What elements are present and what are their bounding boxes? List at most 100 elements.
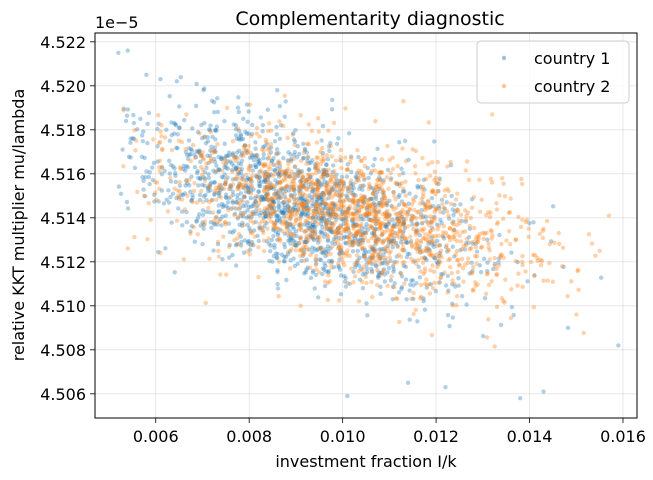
- data-point: [366, 238, 371, 244]
- data-point: [461, 279, 466, 284]
- data-point: [269, 202, 275, 207]
- data-point: [394, 181, 400, 186]
- data-point: [313, 203, 318, 209]
- data-point: [347, 205, 352, 211]
- data-point: [305, 208, 310, 214]
- data-point: [257, 207, 262, 213]
- data-point: [593, 253, 598, 258]
- data-point: [435, 264, 440, 270]
- data-point: [453, 284, 458, 289]
- data-point: [447, 323, 452, 329]
- data-point: [269, 159, 275, 164]
- data-point: [260, 123, 266, 128]
- data-point: [388, 249, 393, 254]
- data-point: [318, 210, 323, 215]
- data-point: [402, 260, 407, 265]
- data-point: [291, 207, 296, 213]
- data-point: [322, 218, 328, 223]
- data-point: [276, 194, 282, 200]
- y-tick-label: 4.516: [40, 165, 86, 184]
- data-point: [449, 282, 455, 287]
- y-tick-label: 4.514: [40, 209, 86, 228]
- data-point: [429, 240, 434, 245]
- data-point: [210, 148, 216, 153]
- data-point: [294, 233, 299, 239]
- data-point: [231, 205, 236, 211]
- data-point: [126, 154, 132, 159]
- data-point: [157, 186, 162, 192]
- data-point: [371, 228, 377, 234]
- data-point: [249, 185, 254, 190]
- data-point: [380, 212, 385, 217]
- data-point: [230, 177, 236, 182]
- data-point: [310, 222, 315, 228]
- data-point: [267, 155, 272, 161]
- data-point: [456, 283, 461, 288]
- data-point: [274, 132, 279, 137]
- data-point: [281, 258, 287, 264]
- data-point: [306, 205, 311, 211]
- data-point: [372, 209, 378, 215]
- data-point: [328, 251, 333, 257]
- data-point: [354, 262, 359, 268]
- data-point: [212, 150, 218, 155]
- data-point: [246, 190, 251, 195]
- data-point: [224, 177, 229, 182]
- data-point: [323, 197, 328, 202]
- data-point: [486, 210, 491, 215]
- data-point: [350, 223, 356, 229]
- data-point: [192, 152, 197, 157]
- data-point: [371, 208, 377, 213]
- data-point: [358, 196, 363, 202]
- data-point: [349, 218, 355, 224]
- data-point: [352, 212, 357, 217]
- data-point: [422, 236, 427, 241]
- data-point: [327, 213, 333, 218]
- data-point: [401, 218, 407, 224]
- data-point: [316, 195, 321, 200]
- data-point: [181, 257, 187, 262]
- data-point: [372, 218, 377, 223]
- data-point: [606, 213, 612, 218]
- data-point: [202, 219, 208, 224]
- data-point: [354, 208, 359, 213]
- data-point: [417, 250, 423, 255]
- data-point: [184, 152, 190, 158]
- data-point: [483, 213, 489, 218]
- data-point: [304, 267, 309, 272]
- data-point: [262, 211, 267, 217]
- data-point: [385, 213, 390, 218]
- data-point: [311, 181, 317, 187]
- data-point: [448, 163, 454, 168]
- data-point: [265, 169, 270, 174]
- data-point: [256, 178, 262, 184]
- data-point: [446, 247, 452, 253]
- data-point: [361, 213, 366, 218]
- data-point: [304, 257, 309, 262]
- data-point: [265, 156, 270, 161]
- data-point: [289, 184, 295, 190]
- data-point: [266, 152, 272, 157]
- data-point: [407, 288, 412, 293]
- data-point: [279, 210, 284, 215]
- data-point: [168, 194, 173, 200]
- data-point: [315, 201, 320, 207]
- data-point: [371, 191, 376, 196]
- data-point: [374, 210, 379, 215]
- data-point: [197, 149, 202, 154]
- data-point: [281, 176, 287, 181]
- data-point: [275, 190, 280, 196]
- data-point: [364, 266, 370, 271]
- data-point: [397, 216, 402, 221]
- data-point: [354, 170, 360, 176]
- data-point: [284, 221, 289, 226]
- data-point: [357, 228, 362, 234]
- data-point: [239, 166, 244, 172]
- data-point: [285, 173, 290, 179]
- data-point: [310, 234, 315, 239]
- data-point: [363, 229, 368, 235]
- data-point: [324, 222, 329, 228]
- data-point: [366, 198, 371, 203]
- data-point: [442, 206, 447, 211]
- data-point: [236, 160, 241, 166]
